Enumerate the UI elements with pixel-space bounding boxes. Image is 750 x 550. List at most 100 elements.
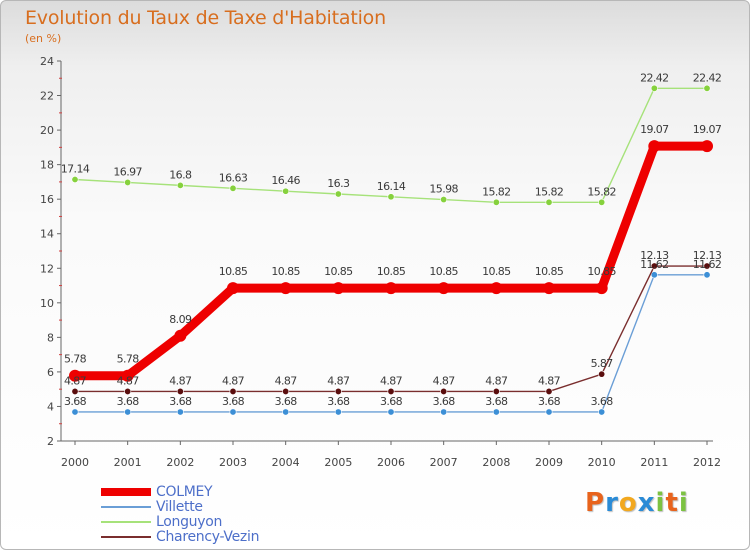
proxiti-logo: Proxiti bbox=[585, 488, 689, 518]
data-label-colmey: 19.07 bbox=[693, 123, 722, 136]
data-point-charency-vezin bbox=[229, 387, 237, 395]
y-tick-label: 10 bbox=[40, 297, 54, 310]
data-point-colmey bbox=[385, 282, 397, 295]
data-label-longuyon: 15.98 bbox=[429, 183, 458, 196]
data-point-longuyon bbox=[176, 181, 184, 189]
data-point-charency-vezin bbox=[703, 262, 711, 270]
data-label-villette: 3.68 bbox=[327, 395, 350, 408]
data-point-colmey bbox=[437, 282, 450, 295]
data-point-longuyon bbox=[334, 190, 342, 198]
data-label-charency-vezin: 4.87 bbox=[485, 374, 508, 387]
chart-subtitle: (en %) bbox=[25, 32, 62, 45]
data-label-colmey: 5.78 bbox=[117, 353, 140, 366]
data-point-longuyon bbox=[124, 178, 132, 186]
data-label-villette: 3.68 bbox=[117, 395, 140, 408]
data-label-colmey: 10.85 bbox=[377, 265, 406, 278]
data-label-charency-vezin: 4.87 bbox=[169, 374, 192, 387]
legend-swatch-villette bbox=[101, 506, 151, 508]
x-tick-label: 2003 bbox=[219, 456, 247, 469]
data-point-longuyon bbox=[492, 198, 500, 206]
x-tick-label: 2002 bbox=[166, 456, 194, 469]
data-label-villette: 11.62 bbox=[640, 258, 669, 271]
y-tick-label: 8 bbox=[47, 331, 54, 344]
data-point-longuyon bbox=[598, 198, 606, 206]
data-label-colmey: 8.09 bbox=[169, 313, 192, 326]
data-label-villette: 11.62 bbox=[693, 258, 722, 271]
legend-label-charency-vezin: Charency-Vezin bbox=[156, 529, 260, 545]
data-label-charency-vezin: 4.87 bbox=[327, 374, 350, 387]
data-label-longuyon: 16.46 bbox=[271, 174, 300, 187]
logo-letter: o bbox=[618, 488, 638, 518]
data-point-longuyon bbox=[282, 187, 290, 195]
data-label-charency-vezin: 4.87 bbox=[433, 374, 456, 387]
x-tick-label: 2009 bbox=[535, 456, 563, 469]
data-point-villette bbox=[176, 408, 184, 416]
data-label-charency-vezin: 4.87 bbox=[275, 374, 298, 387]
data-point-longuyon bbox=[71, 175, 79, 183]
data-label-villette: 3.68 bbox=[222, 395, 245, 408]
y-tick-label: 20 bbox=[40, 124, 54, 137]
legend-swatch-longuyon bbox=[101, 521, 151, 523]
data-point-colmey bbox=[543, 282, 555, 295]
y-tick-label: 2 bbox=[47, 435, 54, 448]
logo-letter: x bbox=[637, 488, 656, 518]
x-tick-label: 2001 bbox=[114, 456, 142, 469]
data-point-colmey bbox=[121, 369, 134, 382]
data-label-longuyon: 15.82 bbox=[535, 185, 564, 198]
data-label-charency-vezin: 4.87 bbox=[222, 374, 245, 387]
data-label-charency-vezin: 4.87 bbox=[538, 374, 561, 387]
legend-label-villette: Villette bbox=[156, 499, 203, 515]
data-label-villette: 3.68 bbox=[591, 395, 614, 408]
data-point-villette bbox=[703, 271, 711, 279]
data-point-charency-vezin bbox=[545, 387, 553, 395]
legend-label-longuyon: Longuyon bbox=[156, 514, 223, 530]
y-tick-label: 14 bbox=[40, 228, 54, 241]
data-label-longuyon: 22.42 bbox=[640, 71, 669, 84]
x-tick-label: 2004 bbox=[272, 456, 300, 469]
data-point-villette bbox=[545, 408, 553, 416]
data-label-villette: 3.68 bbox=[275, 395, 298, 408]
data-point-colmey bbox=[174, 329, 187, 342]
data-point-charency-vezin bbox=[282, 387, 290, 395]
data-point-longuyon bbox=[650, 84, 658, 92]
data-point-longuyon bbox=[545, 198, 553, 206]
data-label-colmey: 10.85 bbox=[587, 265, 616, 278]
data-point-villette bbox=[650, 271, 658, 279]
data-point-villette bbox=[124, 408, 132, 416]
data-point-colmey bbox=[490, 282, 503, 295]
x-tick-label: 2008 bbox=[482, 456, 510, 469]
data-point-villette bbox=[598, 408, 606, 416]
data-label-charency-vezin: 4.87 bbox=[64, 374, 87, 387]
logo-letter: t bbox=[665, 488, 679, 518]
data-label-charency-vezin: 12.13 bbox=[640, 249, 669, 262]
data-label-longuyon: 22.42 bbox=[693, 71, 722, 84]
data-point-villette bbox=[282, 408, 290, 416]
data-point-charency-vezin bbox=[334, 387, 342, 395]
logo-letter: i bbox=[678, 488, 689, 518]
y-tick-label: 4 bbox=[47, 400, 54, 413]
data-point-villette bbox=[440, 408, 448, 416]
data-label-colmey: 10.85 bbox=[482, 265, 511, 278]
data-point-longuyon bbox=[703, 84, 711, 92]
data-label-colmey: 10.85 bbox=[271, 265, 300, 278]
data-label-villette: 3.68 bbox=[169, 395, 192, 408]
data-label-longuyon: 16.97 bbox=[113, 165, 142, 178]
data-point-colmey bbox=[69, 369, 81, 382]
data-label-colmey: 10.85 bbox=[535, 265, 564, 278]
x-tick-label: 2000 bbox=[61, 456, 89, 469]
data-label-longuyon: 16.3 bbox=[327, 177, 350, 190]
data-point-charency-vezin bbox=[387, 387, 395, 395]
x-tick-label: 2012 bbox=[693, 456, 721, 469]
data-label-longuyon: 15.82 bbox=[482, 185, 511, 198]
data-label-colmey: 19.07 bbox=[640, 123, 669, 136]
data-label-colmey: 5.78 bbox=[64, 353, 87, 366]
data-point-charency-vezin bbox=[124, 387, 132, 395]
data-point-charency-vezin bbox=[492, 387, 500, 395]
data-point-villette bbox=[334, 408, 342, 416]
data-label-colmey: 10.85 bbox=[429, 265, 458, 278]
data-label-longuyon: 16.14 bbox=[377, 180, 406, 193]
logo-letter: P bbox=[585, 488, 606, 518]
legend-swatch-colmey bbox=[101, 488, 151, 496]
data-label-villette: 3.68 bbox=[485, 395, 508, 408]
